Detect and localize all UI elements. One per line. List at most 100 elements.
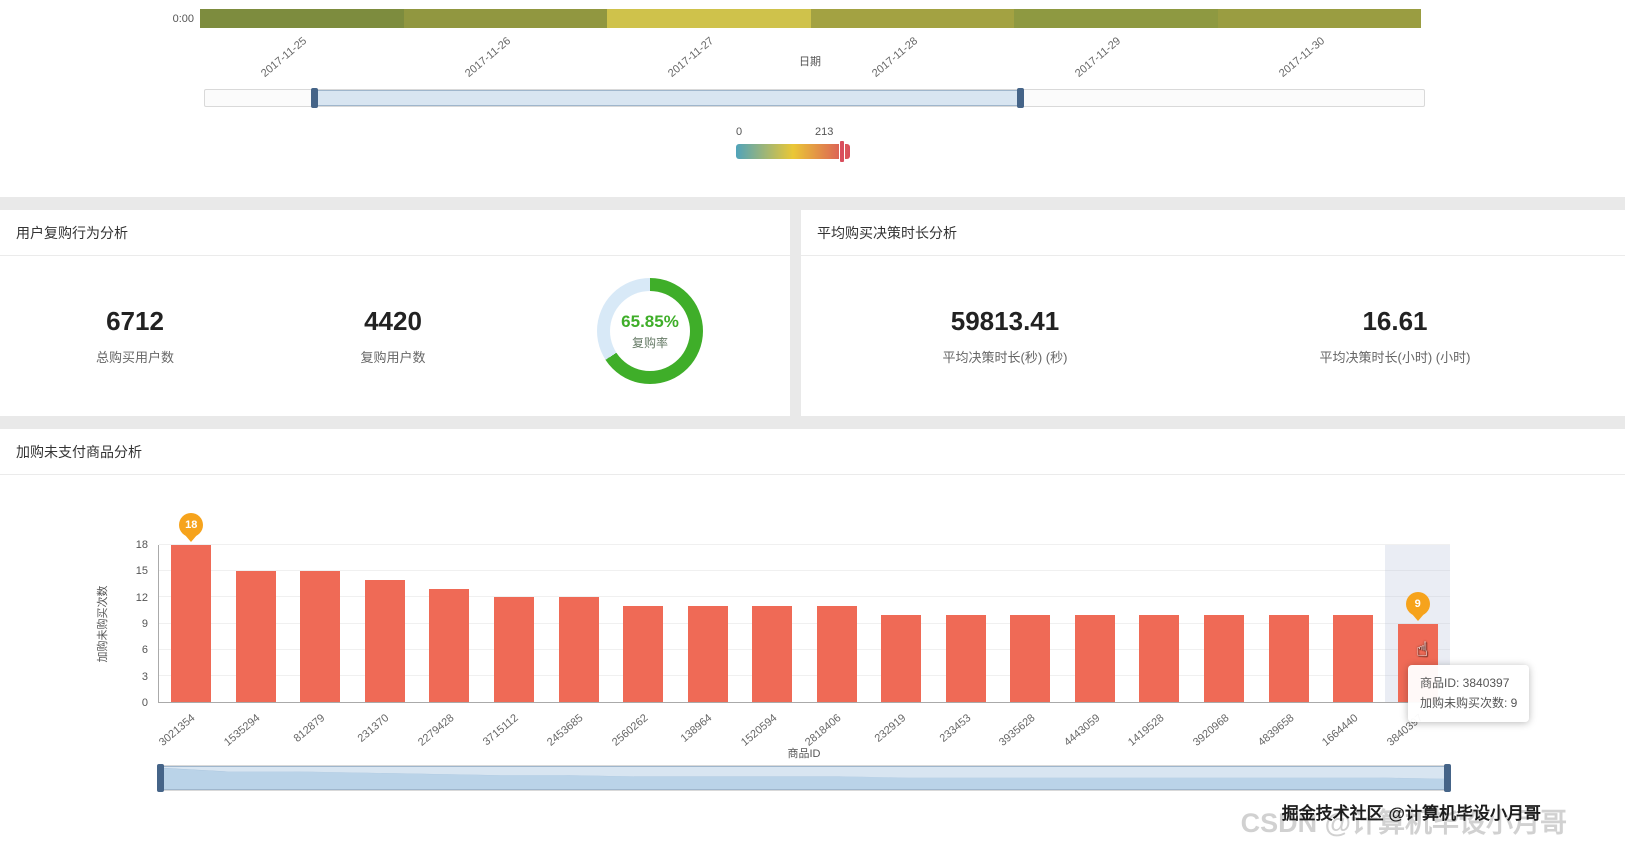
cart-card-title: 加购未支付商品分析 [0,429,1625,475]
heatmap-row-label: 0:00 [172,13,194,25]
x-axis-label: 231370 [355,712,392,745]
stat-value: 4420 [364,306,422,336]
tooltip-line-count: 加购未购买次数: 9 [1420,696,1518,711]
bar[interactable] [364,579,405,702]
bar-slot[interactable] [288,545,353,702]
date-axis-label: 2017-11-29 [1073,35,1124,80]
x-axis-label: 1520594 [738,712,780,749]
visualmap-bar[interactable] [736,144,850,159]
bar[interactable] [1268,614,1309,702]
gauge-label: 复购率 [631,335,668,350]
heat-cell [810,9,1014,28]
bar-slot[interactable] [1256,545,1321,702]
bar-slot[interactable] [1063,545,1128,702]
bar-plot: 18 9 [159,513,1450,702]
bar[interactable] [171,545,212,702]
x-axis-label: 2818406 [803,712,845,749]
watermark-ghost: CSDN @计算机毕设小月哥 [1240,808,1567,838]
bar-slot[interactable] [353,545,418,702]
bar-slot[interactable] [546,545,611,702]
y-tick-label: 12 [135,591,148,604]
x-axis-label: 233453 [937,712,974,745]
x-axis-label: 3935628 [997,712,1038,749]
repurchase-card: 用户复购行为分析 6712 总购买用户数 4420 复购用户数 65.85% 复… [0,210,790,416]
decision-time-card: 平均购买决策时长分析 59813.41 平均决策时长(秒) (秒) 16.61 … [801,210,1625,416]
bar-slot[interactable] [611,545,676,702]
date-axis-label: 2017-11-27 [666,35,717,80]
x-axis-label: 138964 [678,712,715,745]
bar[interactable] [752,606,793,702]
date-axis-label: 2017-11-26 [462,35,513,80]
bar[interactable] [429,588,470,702]
product-zoom-slider[interactable] [157,764,1451,792]
stat-label: 平均决策时长(小时) (小时) [1319,350,1471,365]
bar[interactable] [1333,614,1374,702]
bar[interactable] [881,614,922,702]
bar[interactable] [816,606,857,702]
bar-slot[interactable] [998,545,1063,702]
y-tick-label: 9 [141,618,148,630]
zoom-handle-left[interactable] [311,88,318,108]
y-tick-label: 18 [135,539,148,551]
bar[interactable] [494,597,535,702]
bar[interactable] [1010,614,1051,702]
stat-decision-hours: 16.61 平均决策时长(小时) (小时) [1310,306,1480,366]
x-axis-label: 4839658 [1255,712,1297,749]
stat-value: 16.61 [1362,306,1428,336]
heat-cell [200,9,404,28]
zoom-handle-left[interactable] [157,764,164,792]
zoom-handle-right[interactable] [1444,764,1451,792]
bar-slot[interactable] [417,545,482,702]
heat-cell [403,9,607,28]
decision-card-title: 平均购买决策时长分析 [801,210,1625,256]
visualmap: 0 213 [736,126,856,170]
visualmap-handle[interactable] [839,140,845,163]
bar-slot[interactable] [675,545,740,702]
date-zoom-slider[interactable] [204,88,1425,108]
date-axis-label: 2017-11-28 [869,35,920,80]
bar-slot[interactable]: 18 [159,513,224,702]
bar[interactable] [1074,614,1115,702]
heat-cell [607,9,811,28]
x-axis-label: 232919 [872,712,909,745]
repurchase-gauge: 65.85% 复购率 [597,278,703,384]
bar-slot[interactable] [482,545,547,702]
stat-repurchase-users: 4420 复购用户数 [308,306,478,366]
gauge-percent: 65.85% [621,311,679,331]
bar-slot[interactable] [804,545,869,702]
bar-slot[interactable] [934,545,999,702]
y-tick-label: 15 [135,565,148,578]
x-axis-label: 4443059 [1061,712,1103,749]
bar[interactable] [1204,614,1245,702]
bar[interactable] [623,606,664,702]
x-axis-label: 1664440 [1320,712,1361,749]
y-tick-label: 3 [141,670,148,683]
bar[interactable] [235,571,276,702]
bar[interactable] [687,606,728,702]
bar[interactable] [300,571,341,702]
bar-plot-area: 18 9 [158,513,1450,703]
bar-slot[interactable] [224,545,289,702]
x-axis-label: 1535294 [222,712,263,749]
bar[interactable] [558,597,599,702]
bar-slot[interactable] [1192,545,1257,702]
cart-analysis-card: 加购未支付商品分析 加购未购买次数 0 3 6 9 12 15 18 18 9 3021354… [0,429,1625,860]
y-tick-label: 6 [141,644,148,657]
zoom-handle-right[interactable] [1017,88,1024,108]
zoom-selection[interactable] [315,90,1021,106]
bar-slot[interactable] [740,545,805,702]
bar-slot[interactable] [869,545,934,702]
stat-label: 复购用户数 [360,350,426,365]
y-tick-label: 0 [141,697,148,709]
watermark-main: 掘金技术社区 @计算机毕设小月哥 [1281,804,1541,823]
stat-decision-seconds: 59813.41 平均决策时长(秒) (秒) [920,306,1090,366]
bar-slot[interactable] [1127,545,1192,702]
x-axis-label: 3920968 [1191,712,1232,749]
visualmap-labels: 0 213 [736,126,856,142]
x-axis-label: 812879 [291,712,328,745]
stat-value: 6712 [106,306,164,336]
bar[interactable] [945,614,986,702]
bar[interactable] [1139,614,1180,702]
zoom-selection[interactable] [159,766,1449,790]
bar-slot[interactable] [1321,545,1386,702]
